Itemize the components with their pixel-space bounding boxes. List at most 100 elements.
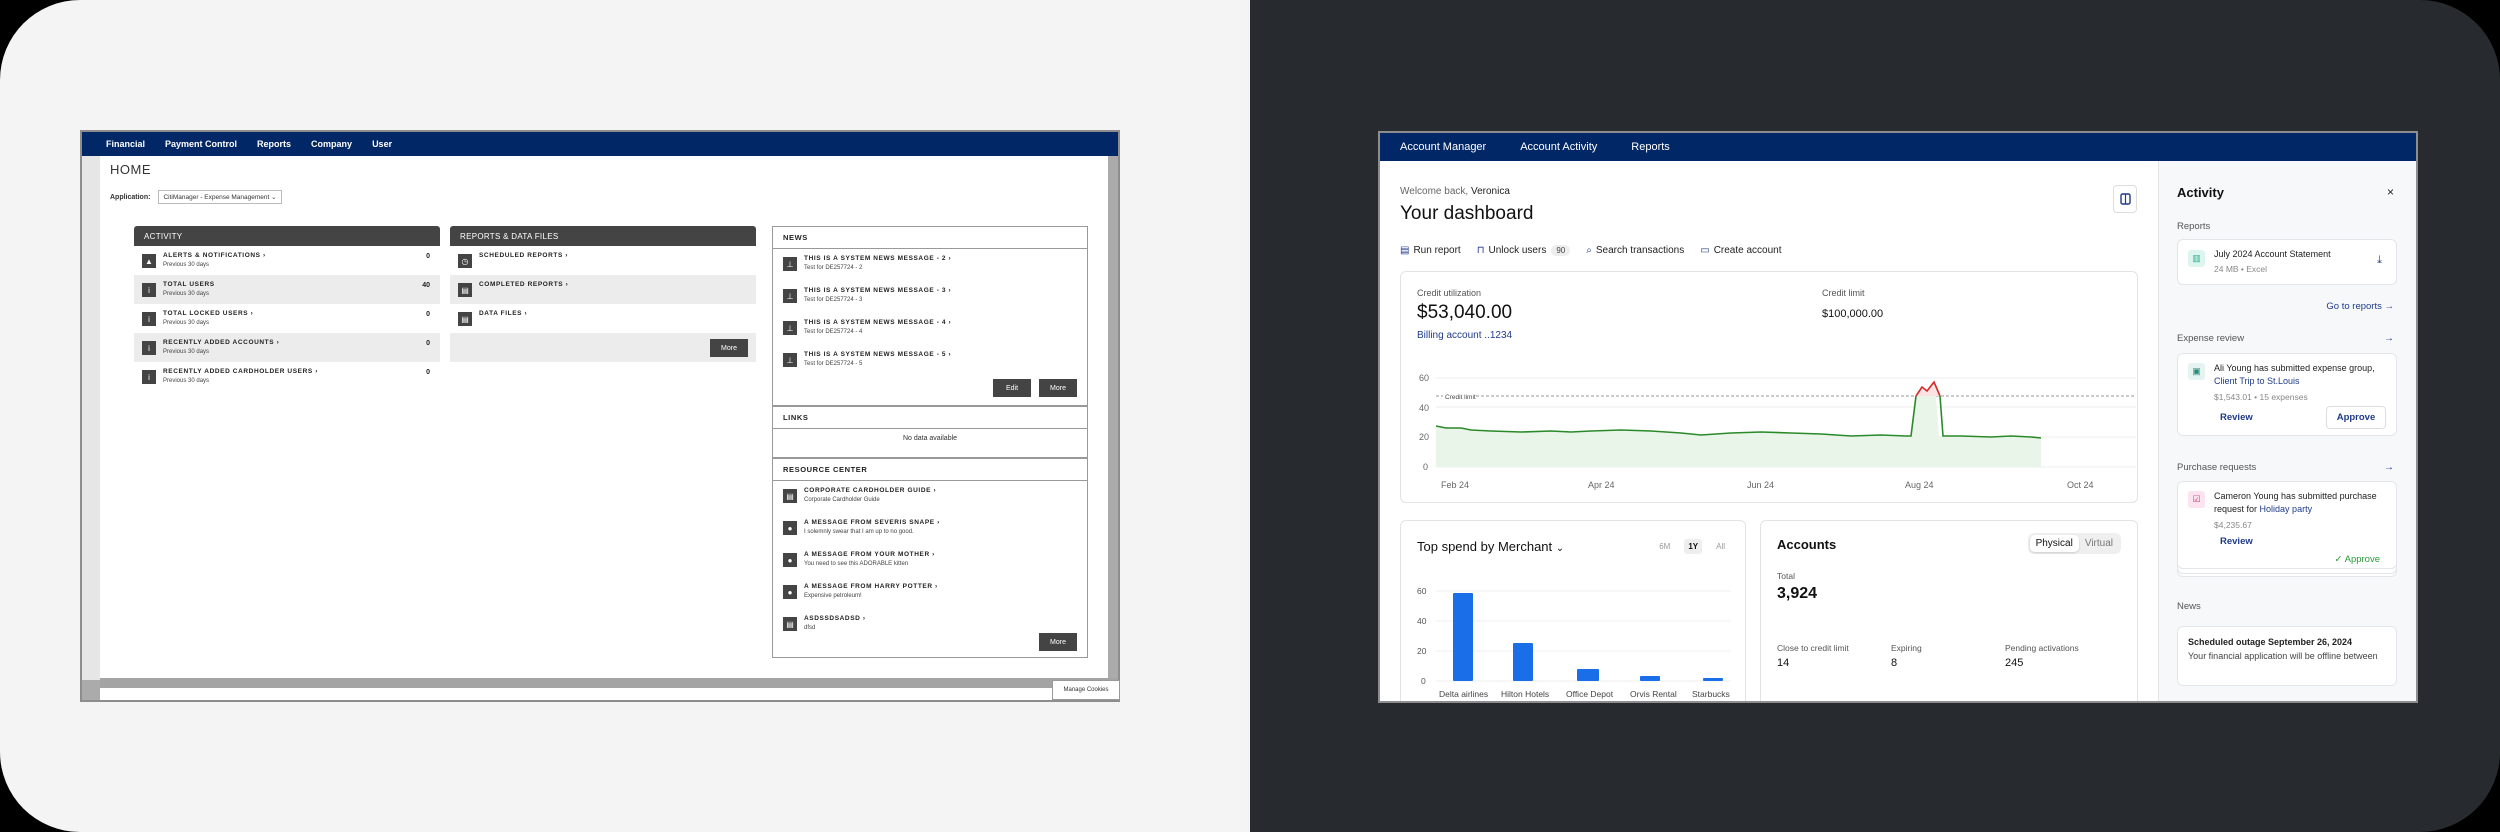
report-row[interactable]: ▤ DATA FILES › [450,304,756,333]
count-badge: 90 [1551,245,1571,256]
expense-review-arrow-icon[interactable]: → [2384,333,2394,344]
run-report-button[interactable]: ▤ Run report [1400,245,1461,256]
close-icon[interactable]: × [2386,185,2394,199]
nav-user[interactable]: User [372,139,393,149]
expense-review-button[interactable]: Review [2220,412,2253,423]
news-item[interactable]: ⊥ THIS IS A SYSTEM NEWS MESSAGE - 2 › Tes… [773,249,1087,281]
legacy-window: Financial Payment Control Reports Compan… [80,130,1120,702]
news-item[interactable]: ⊥ THIS IS A SYSTEM NEWS MESSAGE - 4 › Tes… [773,313,1087,345]
resource-center-header: RESOURCE CENTER [773,459,1087,481]
resource-item[interactable]: ▤ CORPORATE CARDHOLDER GUIDE › Corporate … [773,481,1087,513]
row-title: TOTAL USERS [163,281,215,288]
activity-row[interactable]: i RECENTLY ADDED CARDHOLDER USERS › Previ… [134,362,440,391]
resource-item[interactable]: ● A MESSAGE FROM SEVERIS SNAPE › I solemn… [773,513,1087,545]
news-item[interactable]: ⊥ THIS IS A SYSTEM NEWS MESSAGE - 3 › Tes… [773,281,1087,313]
row-sub: Previous 30 days [163,349,210,355]
action-label: Create account [1713,245,1782,256]
expense-group-link[interactable]: Client Trip to St.Louis [2214,376,2300,386]
search-transactions-button[interactable]: ⌕ Search transactions [1586,245,1684,256]
range-1y[interactable]: 1Y [1684,539,1703,554]
nav-payment-control[interactable]: Payment Control [165,139,238,149]
resource-sub: dfsd [804,625,816,631]
resource-more-button[interactable]: More [1039,633,1077,651]
row-title: DATA FILES [479,310,523,317]
news-item[interactable]: Scheduled outage September 26, 2024 Your… [2177,626,2397,686]
news-edit-button[interactable]: Edit [993,379,1031,397]
tab-physical[interactable]: Physical [2029,535,2079,552]
warning-icon: ▲ [142,254,156,268]
total-value: 3,924 [1777,585,1818,602]
y-tick: 60 [1417,586,1427,596]
application-value: CitiManager - Expense Management [163,194,270,201]
top-spend-title-dropdown[interactable]: Top spend by Merchant ⌄ [1417,539,1564,554]
tab-virtual[interactable]: Virtual [2084,538,2113,549]
purchase-review-button[interactable]: Review [2220,536,2253,547]
nav-reports[interactable]: Reports [1631,141,1670,153]
news-title: THIS IS A SYSTEM NEWS MESSAGE - 5 [804,351,947,358]
download-icon[interactable]: ⤓ [2377,254,2382,266]
bar-starbucks [1703,678,1723,681]
news-item[interactable]: ⊥ THIS IS A SYSTEM NEWS MESSAGE - 5 › Tes… [773,345,1087,377]
reports-more-button[interactable]: More [710,339,748,357]
activity-row[interactable]: ▲ ALERTS & NOTIFICATIONS › Previous 30 da… [134,246,440,275]
purchase-text: Cameron Young has submitted purchase req… [2214,491,2377,514]
news-title: THIS IS A SYSTEM NEWS MESSAGE - 3 [804,287,947,294]
range-all[interactable]: All [1716,542,1725,551]
news-more-button[interactable]: More [1039,379,1077,397]
activity-row[interactable]: i RECENTLY ADDED ACCOUNTS › Previous 30 d… [134,333,440,362]
pin-icon: ⊥ [783,257,797,271]
purchase-link[interactable]: Holiday party [2259,504,2313,514]
purchase-requests-arrow-icon[interactable]: → [2384,462,2394,473]
expense-text: Ali Young has submitted expense group, [2214,363,2375,373]
top-spend-card: Top spend by Merchant ⌄ 6M 1Y All 60 40 … [1400,520,1746,701]
accounts-title: Accounts [1777,537,1837,552]
x-tick: Office Depot [1566,689,1614,699]
resource-item[interactable]: ▤ ASDSSDSADSD › dfsd [773,609,1087,641]
news-title: Scheduled outage September 26, 2024 [2188,637,2353,647]
application-select[interactable]: CitiManager - Expense Management ⌄ [158,190,282,204]
resource-center-card: RESOURCE CENTER ▤ CORPORATE CARDHOLDER G… [772,458,1088,658]
bar-office-depot [1577,669,1599,681]
panel-icon [2119,193,2131,205]
x-tick: Delta airlines [1439,689,1488,699]
x-tick: Aug 24 [1905,480,1934,490]
nav-account-activity[interactable]: Account Activity [1520,141,1598,153]
news-sub: Test for DE257724 - 4 [804,329,863,335]
reports-section-label: Reports [2177,221,2211,232]
report-row[interactable]: ▤ COMPLETED REPORTS › [450,275,756,304]
expense-approve-button[interactable]: Approve [2326,406,2386,429]
purchase-approve-button[interactable]: ✓ Approve [2335,554,2380,565]
news-actions: Edit More [993,379,1077,397]
purchase-request-item: ☑ Cameron Young has submitted purchase r… [2177,481,2397,569]
resource-item[interactable]: ● A MESSAGE FROM YOUR MOTHER › You need t… [773,545,1087,577]
quick-actions: ▤ Run report ⊓ Unlock users 90 ⌕ Search tran… [1400,245,1798,256]
toggle-panel-button[interactable] [2113,185,2137,213]
create-account-button[interactable]: ▭ Create account [1700,245,1781,256]
stat-value: 8 [1891,657,1898,669]
reports-footer: More [450,333,756,362]
nav-reports[interactable]: Reports [257,139,292,149]
range-6m[interactable]: 6M [1659,542,1671,551]
welcome-prefix: Welcome back, [1400,186,1469,197]
resource-item[interactable]: ● A MESSAGE FROM HARRY POTTER › Expensive… [773,577,1087,609]
info-icon: i [142,312,156,326]
report-row[interactable]: ◷ SCHEDULED REPORTS › [450,246,756,275]
stat-value: 245 [2005,657,2024,669]
row-sub: Previous 30 days [163,291,210,297]
activity-row[interactable]: i TOTAL LOCKED USERS › Previous 30 days 0 [134,304,440,333]
billing-account-link[interactable]: Billing account ..1234 [1417,330,1513,341]
nav-account-manager[interactable]: Account Manager [1400,141,1487,153]
utilization-value: $53,040.00 [1417,302,1513,323]
pdf-icon: ▤ [783,489,797,503]
nav-financial[interactable]: Financial [106,139,146,149]
application-selector-row: Application: CitiManager - Expense Manag… [110,190,282,204]
go-to-reports-link[interactable]: Go to reports → [2326,301,2394,312]
y-tick: 40 [1417,616,1427,626]
nav-company[interactable]: Company [311,139,353,149]
activity-card: ACTIVITY ▲ ALERTS & NOTIFICATIONS › Previ… [134,226,440,391]
report-name: July 2024 Account Statement [2214,249,2331,259]
legacy-nav: Financial Payment Control Reports Compan… [82,132,1118,156]
manage-cookies-button[interactable]: Manage Cookies [1052,680,1120,700]
unlock-users-button[interactable]: ⊓ Unlock users 90 [1477,245,1571,256]
total-label: Total [1777,571,1795,581]
